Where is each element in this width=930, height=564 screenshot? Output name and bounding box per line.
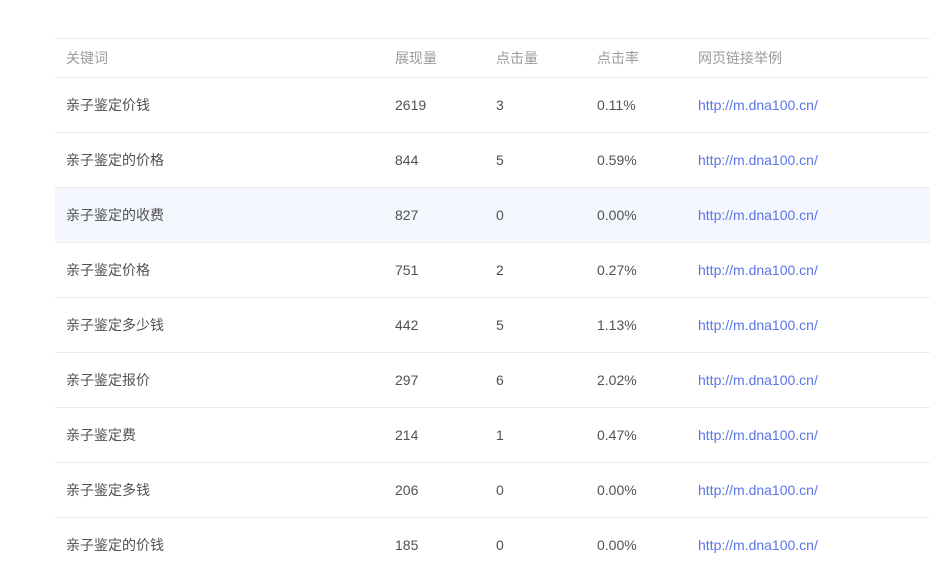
cell-keyword: 亲子鉴定的收费 — [55, 187, 395, 243]
cell-impressions: 442 — [395, 297, 496, 353]
cell-impressions: 2619 — [395, 77, 496, 133]
cell-ctr: 0.00% — [597, 517, 698, 564]
page-link[interactable]: http://m.dna100.cn/ — [698, 207, 818, 223]
cell-keyword: 亲子鉴定多少钱 — [55, 297, 395, 353]
cell-ctr: 0.00% — [597, 462, 698, 518]
keyword-stats-table-container: 关键词 展现量 点击量 点击率 网页链接举例 亲子鉴定价钱 2619 3 0.1… — [55, 38, 930, 564]
table-row: 亲子鉴定费 214 1 0.47% http://m.dna100.cn/ — [55, 407, 930, 463]
cell-ctr: 0.11% — [597, 77, 698, 133]
table-row: 亲子鉴定的价格 844 5 0.59% http://m.dna100.cn/ — [55, 132, 930, 188]
page-link[interactable]: http://m.dna100.cn/ — [698, 427, 818, 443]
cell-clicks: 5 — [496, 132, 597, 188]
cell-ctr: 0.59% — [597, 132, 698, 188]
cell-impressions: 206 — [395, 462, 496, 518]
page-link[interactable]: http://m.dna100.cn/ — [698, 372, 818, 388]
cell-keyword: 亲子鉴定价钱 — [55, 77, 395, 133]
cell-impressions: 844 — [395, 132, 496, 188]
cell-keyword: 亲子鉴定的价格 — [55, 132, 395, 188]
column-header-ctr: 点击率 — [597, 38, 698, 78]
page-link[interactable]: http://m.dna100.cn/ — [698, 317, 818, 333]
cell-ctr: 2.02% — [597, 352, 698, 408]
cell-ctr: 0.47% — [597, 407, 698, 463]
cell-link: http://m.dna100.cn/ — [698, 407, 930, 463]
cell-impressions: 751 — [395, 242, 496, 298]
cell-keyword: 亲子鉴定的价钱 — [55, 517, 395, 564]
page-link[interactable]: http://m.dna100.cn/ — [698, 152, 818, 168]
table-row: 亲子鉴定价格 751 2 0.27% http://m.dna100.cn/ — [55, 242, 930, 298]
cell-link: http://m.dna100.cn/ — [698, 517, 930, 564]
cell-clicks: 5 — [496, 297, 597, 353]
cell-clicks: 0 — [496, 517, 597, 564]
page-link[interactable]: http://m.dna100.cn/ — [698, 97, 818, 113]
cell-clicks: 6 — [496, 352, 597, 408]
cell-impressions: 297 — [395, 352, 496, 408]
cell-clicks: 1 — [496, 407, 597, 463]
table-row: 亲子鉴定多少钱 442 5 1.13% http://m.dna100.cn/ — [55, 297, 930, 353]
column-header-impressions: 展现量 — [395, 38, 496, 78]
table-header: 关键词 展现量 点击量 点击率 网页链接举例 — [55, 38, 930, 78]
cell-ctr: 1.13% — [597, 297, 698, 353]
page-link[interactable]: http://m.dna100.cn/ — [698, 262, 818, 278]
cell-keyword: 亲子鉴定价格 — [55, 242, 395, 298]
page-link[interactable]: http://m.dna100.cn/ — [698, 482, 818, 498]
column-header-link: 网页链接举例 — [698, 38, 930, 78]
cell-link: http://m.dna100.cn/ — [698, 187, 930, 243]
cell-impressions: 214 — [395, 407, 496, 463]
cell-link: http://m.dna100.cn/ — [698, 132, 930, 188]
cell-keyword: 亲子鉴定多钱 — [55, 462, 395, 518]
cell-impressions: 185 — [395, 517, 496, 564]
column-header-clicks: 点击量 — [496, 38, 597, 78]
table-row: 亲子鉴定多钱 206 0 0.00% http://m.dna100.cn/ — [55, 462, 930, 518]
table-body: 亲子鉴定价钱 2619 3 0.11% http://m.dna100.cn/ … — [55, 77, 930, 564]
cell-ctr: 0.27% — [597, 242, 698, 298]
cell-ctr: 0.00% — [597, 187, 698, 243]
cell-link: http://m.dna100.cn/ — [698, 297, 930, 353]
cell-link: http://m.dna100.cn/ — [698, 77, 930, 133]
table-row: 亲子鉴定的收费 827 0 0.00% http://m.dna100.cn/ — [55, 187, 930, 243]
cell-clicks: 0 — [496, 462, 597, 518]
table-row: 亲子鉴定报价 297 6 2.02% http://m.dna100.cn/ — [55, 352, 930, 408]
page-link[interactable]: http://m.dna100.cn/ — [698, 537, 818, 553]
cell-link: http://m.dna100.cn/ — [698, 462, 930, 518]
cell-impressions: 827 — [395, 187, 496, 243]
cell-link: http://m.dna100.cn/ — [698, 352, 930, 408]
cell-keyword: 亲子鉴定费 — [55, 407, 395, 463]
cell-clicks: 3 — [496, 77, 597, 133]
table-row: 亲子鉴定价钱 2619 3 0.11% http://m.dna100.cn/ — [55, 77, 930, 133]
table-row: 亲子鉴定的价钱 185 0 0.00% http://m.dna100.cn/ — [55, 517, 930, 564]
column-header-keyword: 关键词 — [55, 38, 395, 78]
keyword-stats-table: 关键词 展现量 点击量 点击率 网页链接举例 亲子鉴定价钱 2619 3 0.1… — [55, 38, 930, 564]
cell-clicks: 0 — [496, 187, 597, 243]
table-header-row: 关键词 展现量 点击量 点击率 网页链接举例 — [55, 38, 930, 78]
cell-link: http://m.dna100.cn/ — [698, 242, 930, 298]
cell-clicks: 2 — [496, 242, 597, 298]
cell-keyword: 亲子鉴定报价 — [55, 352, 395, 408]
